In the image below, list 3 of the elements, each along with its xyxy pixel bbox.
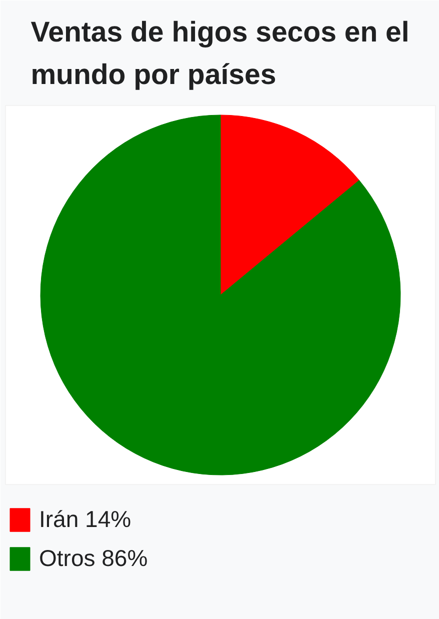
legend-label: Irán 14%	[39, 505, 132, 534]
legend-label: Otros 86%	[39, 544, 148, 573]
chart-title: Ventas de higos secos en el mundo por países	[30, 16, 410, 91]
